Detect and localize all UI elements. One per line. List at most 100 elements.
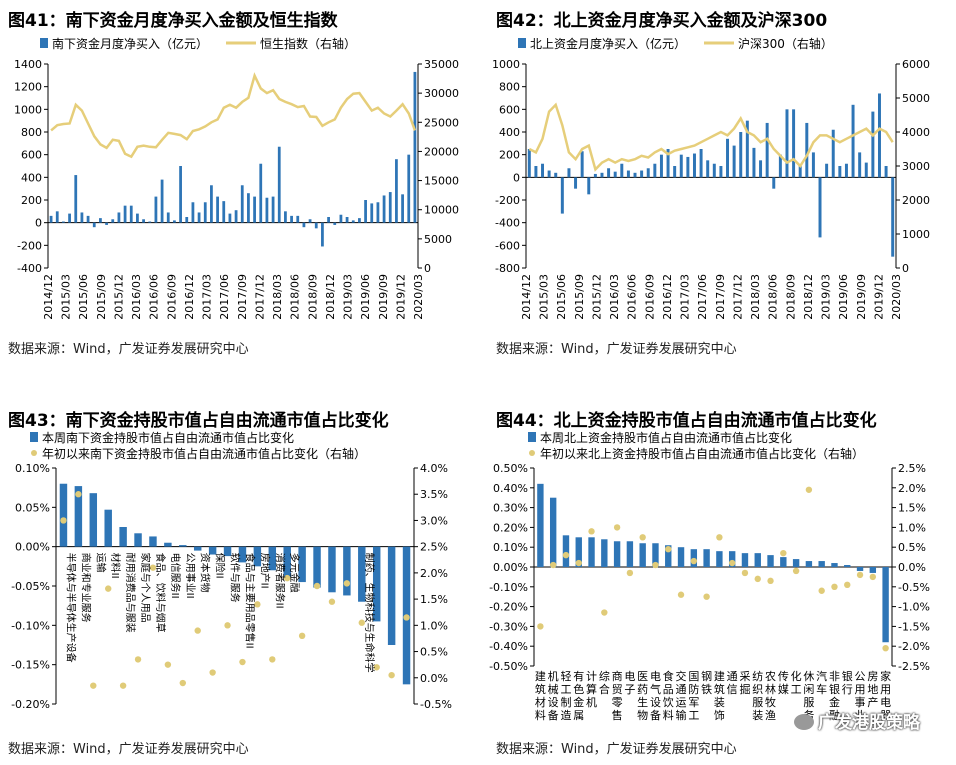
- bar: [314, 222, 318, 229]
- bar: [105, 222, 108, 225]
- x-tick-label: 2016/03: [608, 274, 621, 320]
- category-label-char: 非: [829, 670, 840, 683]
- category-label-char: 用: [855, 683, 866, 696]
- y2-tick-label: 1000: [902, 228, 930, 241]
- y2-tick-label: 30000: [424, 87, 459, 100]
- bar: [527, 149, 531, 178]
- category-label-char: 材: [535, 695, 546, 709]
- bar: [173, 220, 176, 223]
- category-label-char: 机: [548, 669, 559, 683]
- bar: [92, 222, 96, 228]
- category-label-char: 产: [867, 695, 878, 709]
- category-label-char: 农: [765, 669, 776, 683]
- bar: [271, 196, 275, 223]
- category-label-char: 筑: [535, 682, 546, 696]
- point: [105, 585, 112, 592]
- bar: [620, 163, 624, 178]
- y-tick-label: 0.05%: [15, 501, 50, 514]
- point: [792, 567, 800, 575]
- category-label-char: 车: [816, 682, 827, 696]
- category-label-char: 银: [829, 682, 840, 696]
- bar: [699, 149, 703, 178]
- category-label-char: 金: [829, 695, 840, 709]
- bar: [68, 213, 71, 223]
- bar: [732, 145, 736, 178]
- category-label-char: 料: [663, 708, 674, 722]
- bar: [851, 104, 855, 178]
- category-label-char: 织: [752, 683, 763, 696]
- bar: [575, 537, 582, 567]
- point: [639, 534, 646, 541]
- point: [767, 577, 774, 585]
- category-label-char: 采: [739, 670, 750, 683]
- category-label-char: 医: [637, 670, 648, 683]
- category-label-char: 合: [599, 682, 610, 696]
- bar: [387, 546, 396, 645]
- point: [537, 623, 544, 630]
- y2-tick-label: 2000: [902, 194, 930, 207]
- point: [343, 580, 351, 587]
- y-tick-label: -0.30%: [489, 620, 528, 633]
- y-tick-label: -400: [495, 217, 520, 230]
- bar: [238, 546, 247, 563]
- bar: [818, 177, 822, 238]
- bar: [785, 109, 789, 178]
- y-tick-label: 1400: [14, 58, 42, 71]
- bar: [358, 218, 361, 223]
- category-label-char: 通: [676, 683, 687, 696]
- category-label-char: 计: [586, 670, 597, 683]
- x-tick-label: 2019/12: [394, 274, 407, 320]
- bar: [62, 221, 65, 223]
- bar: [772, 177, 776, 189]
- chart-title-42: 图42：北上资金月度净买入金额及沪深300: [496, 11, 828, 31]
- y2-tick-label: -0.5%: [898, 581, 930, 594]
- x-tick-label: 2019/09: [377, 274, 390, 320]
- point: [805, 486, 813, 493]
- bar: [185, 217, 189, 223]
- point: [269, 656, 276, 663]
- bar: [745, 120, 749, 178]
- legend-bar-swatch: [30, 432, 38, 442]
- point: [328, 598, 336, 605]
- y2-tick-label: 6000: [902, 58, 930, 71]
- bar: [376, 202, 380, 223]
- category-label-char: 传: [778, 670, 789, 683]
- bar: [613, 171, 617, 178]
- x-tick-label: 2018/12: [802, 274, 815, 320]
- category-label: 消费者服务II: [273, 553, 286, 609]
- point: [358, 619, 365, 626]
- y-tick-label: -0.05%: [11, 580, 50, 593]
- chart-42: -800 -600 -400 -200 0 200 400 600 800 1000 0 1000 20…: [492, 36, 930, 320]
- point: [575, 559, 582, 567]
- bar: [74, 175, 78, 223]
- category-label-char: 运: [676, 696, 687, 709]
- category-label-char: 铁: [701, 683, 712, 696]
- y-tick-label: -200: [17, 239, 42, 252]
- bar: [321, 222, 324, 247]
- bar: [395, 159, 398, 223]
- bar: [160, 179, 164, 223]
- y-tick-label: -0.50%: [489, 660, 528, 673]
- bar: [831, 563, 838, 567]
- y2-tick-label: 3.5%: [420, 488, 448, 501]
- point: [298, 632, 306, 640]
- bar: [358, 546, 366, 602]
- bar: [111, 219, 115, 223]
- bar: [741, 553, 749, 567]
- point: [613, 524, 621, 531]
- bar: [372, 546, 381, 622]
- bar: [413, 71, 417, 223]
- index-line: [528, 102, 894, 172]
- y2-tick-label: 1.0%: [420, 619, 448, 632]
- y-tick-label: -0.15%: [11, 659, 50, 672]
- y-tick-label: 800: [21, 126, 42, 139]
- bar: [831, 129, 835, 178]
- bar: [364, 200, 367, 223]
- bar: [652, 543, 659, 567]
- bar: [208, 546, 217, 555]
- category-label-char: 子: [624, 683, 635, 696]
- category-label-char: 贸: [612, 683, 623, 696]
- watermark: 广发港股策略: [794, 708, 920, 733]
- chart-title-41: 图41：南下资金月度净买入金额及恒生指数: [8, 11, 338, 31]
- category-label: 制药、生物科技与生命科学: [363, 553, 376, 673]
